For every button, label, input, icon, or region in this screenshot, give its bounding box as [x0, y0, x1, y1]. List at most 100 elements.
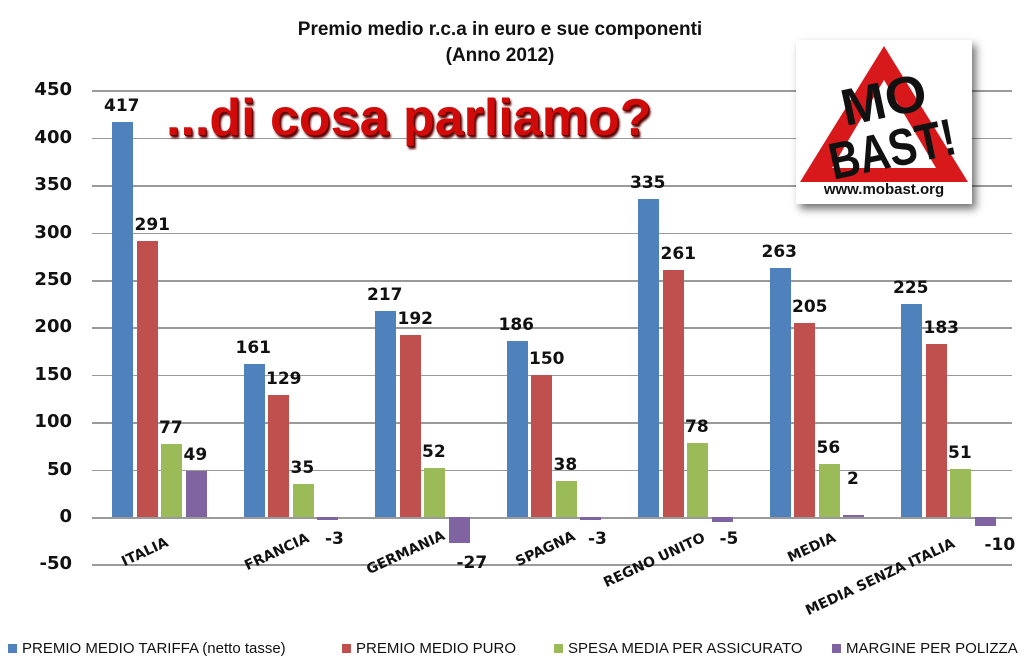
gridline — [92, 517, 1012, 519]
data-value-label: 192 — [397, 308, 434, 329]
data-value-label: 217 — [367, 285, 403, 306]
y-axis-tick-label: 400 — [34, 126, 72, 148]
data-value-label: 49 — [183, 444, 208, 465]
data-value-label: 291 — [134, 215, 171, 236]
warning-triangle-icon: MO BAST! — [800, 46, 968, 192]
y-axis-tick-label: 0 — [59, 506, 72, 527]
data-value-label: 52 — [422, 441, 446, 462]
chart-legend: PREMIO MEDIO TARIFFA (netto tasse) PREMI… — [0, 640, 1024, 664]
bar — [136, 241, 158, 517]
chart-title: Premio medio r.c.a in euro e sue compone… — [297, 19, 703, 40]
bar — [769, 267, 791, 517]
legend-label: MARGINE PER POLIZZA — [846, 640, 1018, 657]
bar — [375, 311, 396, 517]
y-axis-tick-label: -50 — [39, 553, 72, 575]
legend-label: PREMIO MEDIO PURO — [356, 640, 517, 657]
bar — [555, 480, 577, 517]
bar — [399, 334, 421, 517]
legend-swatch-red — [342, 644, 351, 653]
data-value-label: 183 — [923, 317, 960, 338]
bar — [580, 517, 601, 520]
gridline — [92, 564, 1012, 566]
gridline — [92, 90, 1012, 92]
legend-swatch-purple — [832, 644, 841, 653]
data-value-label: 35 — [290, 457, 315, 478]
bar — [794, 322, 815, 517]
x-axis-category-label: GERMANIA — [364, 528, 448, 579]
data-value-label: 56 — [816, 437, 841, 458]
bar — [974, 517, 996, 527]
data-value-label: -3 — [588, 529, 607, 549]
bar — [243, 364, 265, 517]
y-axis-tick-label: 300 — [34, 221, 72, 243]
y-axis-tick-label: 450 — [34, 79, 72, 101]
gridline — [92, 374, 1012, 377]
data-value-label: 77 — [159, 418, 183, 438]
data-value-label: 417 — [104, 95, 140, 116]
legend-swatch-green — [554, 644, 563, 653]
bar — [448, 517, 470, 543]
bar — [950, 468, 971, 517]
gridline — [92, 327, 1012, 329]
mobast-logo: MO BAST! www.mobast.org — [796, 40, 972, 204]
data-value-label: 2 — [847, 469, 859, 490]
legend-item-margine: MARGINE PER POLIZZA — [832, 640, 1018, 657]
data-value-label: 51 — [948, 442, 972, 463]
data-value-label: 161 — [235, 338, 272, 359]
bar — [112, 121, 133, 517]
y-axis-tick-label: 150 — [34, 363, 72, 385]
gridline — [92, 469, 1012, 472]
bar — [843, 515, 864, 518]
slogan-annotation: ...di cosa parliamo? — [166, 89, 652, 147]
data-value-label: 261 — [660, 243, 697, 264]
legend-item-premio-medio-tariffa: PREMIO MEDIO TARIFFA (netto tasse) — [8, 640, 286, 657]
data-value-label: -27 — [456, 553, 488, 573]
gridline — [92, 280, 1012, 282]
legend-item-premio-medio-puro: PREMIO MEDIO PURO — [342, 640, 516, 657]
data-value-label: 129 — [266, 368, 302, 389]
y-axis-tick-label: 200 — [34, 316, 72, 338]
data-value-label: 150 — [529, 348, 565, 369]
legend-label: PREMIO MEDIO TARIFFA (netto tasse) — [22, 640, 286, 657]
y-axis-tick-label: 100 — [34, 411, 72, 433]
bar — [531, 374, 552, 517]
gridline — [92, 232, 1012, 235]
data-value-label: 335 — [630, 173, 666, 194]
data-value-label: -5 — [719, 529, 739, 549]
legend-swatch-blue — [8, 644, 17, 653]
bar — [711, 517, 733, 522]
chart-subtitle: (Anno 2012) — [445, 45, 555, 66]
legend-item-spesa-media: SPESA MEDIA PER ASSICURATO — [554, 640, 803, 657]
data-value-label: 38 — [553, 454, 578, 475]
bar — [818, 463, 840, 517]
bar — [638, 199, 659, 517]
y-axis-tick-label: 250 — [34, 269, 72, 290]
bar — [687, 443, 708, 517]
y-axis-tick-label: 50 — [46, 458, 72, 480]
gridline — [92, 422, 1012, 424]
data-value-label: 78 — [685, 417, 709, 438]
bar — [662, 269, 684, 517]
y-axis-tick-label: 350 — [34, 174, 72, 196]
gridline — [92, 185, 1012, 187]
x-axis-category-label: MEDIA — [785, 530, 839, 567]
bar — [185, 470, 207, 517]
bar — [424, 467, 445, 517]
bar — [925, 343, 947, 517]
data-value-label: 205 — [792, 296, 828, 317]
data-value-label: 225 — [893, 277, 929, 298]
bar — [161, 444, 182, 517]
logo-url: www.mobast.org — [823, 181, 945, 198]
bar — [901, 303, 922, 517]
x-axis-category-label: REGNO UNITO — [601, 529, 709, 591]
data-value-label: -10 — [984, 535, 1016, 555]
data-value-label: 186 — [498, 314, 535, 335]
x-axis-category-label: FRANCIA — [241, 530, 312, 575]
bar — [268, 394, 289, 517]
bar — [506, 340, 528, 517]
data-value-label: -3 — [325, 529, 344, 549]
data-value-label: 263 — [761, 241, 798, 262]
gridline — [92, 137, 1012, 140]
bar — [317, 517, 338, 520]
